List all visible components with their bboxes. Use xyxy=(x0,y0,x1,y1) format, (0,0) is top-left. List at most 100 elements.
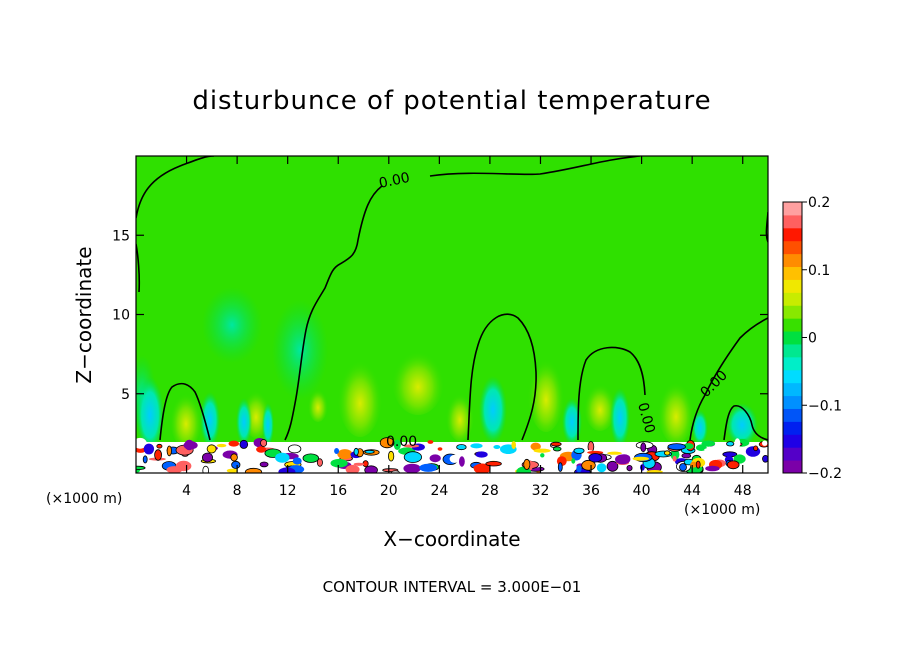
surface-noise-cell xyxy=(695,460,701,469)
field-warm-blob-4 xyxy=(338,353,382,437)
x-tick-label: 32 xyxy=(532,483,550,499)
surface-noise-cell xyxy=(143,443,155,455)
surface-noise-cell xyxy=(337,449,353,460)
field-cold-column-8 xyxy=(692,410,708,446)
colorbar-tick-label: −0.1 xyxy=(808,398,842,414)
surface-noise-cell xyxy=(419,463,438,472)
colorbar-segment xyxy=(783,253,802,268)
surface-noise-cell xyxy=(588,453,603,463)
surface-noise-cell xyxy=(334,448,340,454)
colorbar-segment xyxy=(783,434,802,448)
surface-noise-cell xyxy=(244,467,263,473)
surface-noise-cell xyxy=(533,448,551,453)
surface-noise-cell xyxy=(379,437,395,449)
x-tick-label: 48 xyxy=(734,483,752,499)
surface-noise-cell xyxy=(166,445,172,457)
surface-noise-cell xyxy=(726,460,740,470)
surface-noise-cell xyxy=(550,441,562,447)
colorbar-segment xyxy=(783,382,802,397)
surface-noise-cell xyxy=(576,465,582,473)
colorbar-segment xyxy=(783,202,802,216)
colorbar-segment xyxy=(783,447,802,461)
surface-noise-cell xyxy=(640,464,645,471)
colorbar-tick-label: 0 xyxy=(808,331,817,347)
surface-noise-cell xyxy=(202,465,209,473)
colorbar-segment xyxy=(783,214,802,229)
contour-zero-bubble-mid xyxy=(467,313,537,441)
surface-noise-cell xyxy=(364,449,375,454)
x-tick-label: 36 xyxy=(582,483,600,499)
surface-noise-cell xyxy=(256,446,267,453)
x-tick-label: 28 xyxy=(481,483,499,499)
surface-noise-cell xyxy=(136,437,147,449)
surface-noise-cell xyxy=(734,438,741,449)
contour-zero-small-right xyxy=(723,405,768,441)
contour-zero-bubble-right xyxy=(577,346,646,441)
colorbar-segment xyxy=(783,266,802,280)
surface-noise-cell xyxy=(136,465,146,470)
surface-noise-cell xyxy=(166,466,183,473)
x-axis-label: X−coordinate xyxy=(383,527,521,551)
colorbar-tick-label: −0.2 xyxy=(808,466,842,482)
colorbar-segment xyxy=(783,408,802,422)
surface-noise-cell xyxy=(596,463,607,473)
colorbar-segment xyxy=(783,240,802,255)
surface-noise-cell xyxy=(393,439,401,450)
surface-noise-cell xyxy=(206,444,217,454)
surface-noise-cell xyxy=(228,440,240,447)
contour-label-vertical: 0.00 xyxy=(634,401,658,435)
surface-noise-cell xyxy=(216,443,227,448)
x-tick-label: 24 xyxy=(430,483,448,499)
colorbar-segment xyxy=(783,318,802,332)
surface-noise-cell xyxy=(552,446,562,452)
surface-noise-cell xyxy=(330,458,348,468)
surface-noise-cell xyxy=(618,454,631,462)
x-axis-unit-right: (×1000 m) xyxy=(684,502,761,518)
surface-noise-cell xyxy=(557,462,563,472)
surface-noise-cell xyxy=(626,464,633,472)
contour-label-top: 0.00 xyxy=(378,170,412,192)
field-cool-band-right xyxy=(272,300,328,400)
surface-noise xyxy=(136,437,768,473)
surface-noise-cell xyxy=(571,458,576,464)
surface-noise-cell xyxy=(485,461,502,467)
surface-noise-cell xyxy=(384,452,390,458)
chart-title: disturbunce of potential temperature xyxy=(192,86,712,116)
surface-noise-cell xyxy=(753,445,759,452)
x-tick-label: 20 xyxy=(380,483,398,499)
x-tick-label: 12 xyxy=(279,483,297,499)
surface-noise-cell xyxy=(456,444,467,451)
surface-noise-cell xyxy=(493,445,501,449)
surface-noise-cell xyxy=(201,452,213,463)
field-cold-column-3 xyxy=(236,398,252,446)
surface-noise-cell xyxy=(632,456,649,461)
colorbar: 0.2 0.1 0 −0.1 −0.2 xyxy=(782,195,842,482)
surface-noise-cell xyxy=(287,444,302,454)
x-tick-label: 16 xyxy=(329,483,347,499)
surface-noise-cell xyxy=(403,451,422,463)
contour-zero-bubble-left xyxy=(159,382,211,441)
surface-noise-cell xyxy=(353,462,365,466)
surface-noise-cell xyxy=(523,458,531,470)
contour-zero-arch-right xyxy=(689,317,768,441)
contour-zero-column xyxy=(284,185,383,441)
surface-noise-cell xyxy=(646,470,663,473)
surface-noise-cell xyxy=(573,447,585,454)
field-warm-blob-3 xyxy=(308,386,328,422)
surface-noise-cell xyxy=(345,464,360,473)
colorbar-segment xyxy=(783,395,802,409)
x-axis-ticks: 4 8 12 16 20 24 28 32 36 40 44 48 xyxy=(182,156,752,499)
surface-noise-cell xyxy=(529,458,540,462)
surface-noise-cell xyxy=(316,458,323,467)
field-cold-column-2 xyxy=(200,392,220,448)
surface-noise-cell xyxy=(427,440,434,444)
surface-noise-cell xyxy=(449,454,460,463)
colorbar-tick-label: 0.1 xyxy=(808,263,830,279)
surface-noise-cell xyxy=(581,459,596,471)
surface-noise-cell xyxy=(664,450,671,456)
surface-noise-cell xyxy=(239,439,249,449)
surface-noise-cell xyxy=(353,447,359,456)
surface-noise-cell xyxy=(475,451,488,458)
colorbar-segment xyxy=(783,369,802,384)
